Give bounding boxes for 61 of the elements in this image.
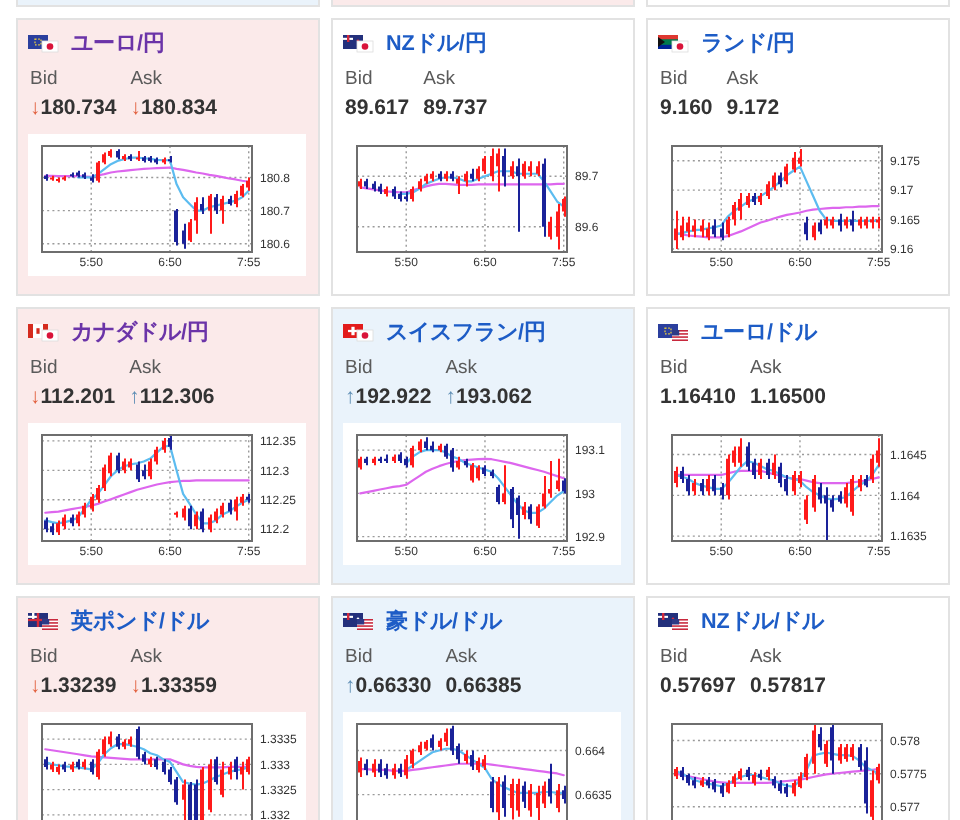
text: Ask	[129, 357, 162, 380]
text: ↑192.922	[345, 384, 432, 409]
chart-title: NZドル/ドル	[701, 610, 826, 634]
chart-title: ユーロ/円	[71, 32, 165, 56]
candlestick	[404, 191, 408, 202]
text: 9.160	[660, 95, 713, 120]
text: Ask	[726, 68, 759, 91]
text: ↓180.734	[30, 95, 117, 120]
text: ↑112.306	[129, 384, 215, 409]
text: 1.16500	[749, 384, 827, 409]
text: Ask	[445, 357, 478, 380]
text: Ask	[749, 646, 783, 669]
line-series	[674, 460, 880, 501]
line-series	[674, 469, 880, 485]
text: 1.16410	[660, 384, 737, 409]
text: Ask	[130, 646, 163, 669]
text: Ask	[749, 357, 783, 380]
line-series	[44, 444, 250, 525]
text: ↓1.33359	[130, 673, 218, 698]
chart-title: ユーロ/ドル	[701, 321, 819, 345]
text: ↑0.66330	[345, 673, 432, 698]
text: Bid	[30, 68, 58, 91]
chart-title: ランド/円	[701, 32, 795, 56]
line-series	[405, 449, 565, 514]
line-series	[674, 751, 880, 789]
text: ↓1.33239	[30, 673, 117, 698]
line-series	[44, 479, 250, 514]
text: ↓180.834	[130, 95, 218, 120]
text: 89.737	[423, 95, 488, 120]
line-series	[44, 743, 250, 786]
chart-title: カナダドル/円	[71, 319, 209, 345]
text: 89.617	[345, 95, 410, 120]
chart-title: NZドル/円	[386, 32, 487, 56]
text: 9.172	[726, 95, 780, 120]
text: ↓112.201	[30, 384, 116, 409]
text: Bid	[345, 68, 373, 91]
chart-title: 英ポンド/ドル	[69, 608, 211, 634]
line-series	[674, 767, 880, 785]
line-series	[674, 165, 880, 236]
chart-title: スイスフラン/円	[386, 321, 546, 345]
text: Ask	[423, 68, 456, 91]
chart-title: 豪ドル/ドル	[384, 608, 504, 634]
text: Bid	[660, 646, 688, 669]
text: Ask	[130, 68, 163, 91]
text: Bid	[345, 357, 373, 380]
text: ↑193.062	[445, 384, 533, 409]
line-series	[359, 457, 565, 495]
text: 0.57697	[660, 673, 737, 698]
line-series	[398, 170, 565, 208]
text: Bid	[660, 357, 688, 380]
text: Bid	[30, 357, 58, 380]
text: Ask	[445, 646, 478, 669]
text: 0.57817	[749, 673, 827, 698]
text: Bid	[30, 646, 58, 669]
text: Bid	[345, 646, 373, 669]
line-series	[44, 166, 250, 183]
text: Bid	[660, 68, 688, 91]
text: 0.66385	[445, 673, 522, 698]
line-series	[77, 156, 250, 212]
line-series	[44, 748, 250, 769]
line-series	[405, 747, 565, 794]
